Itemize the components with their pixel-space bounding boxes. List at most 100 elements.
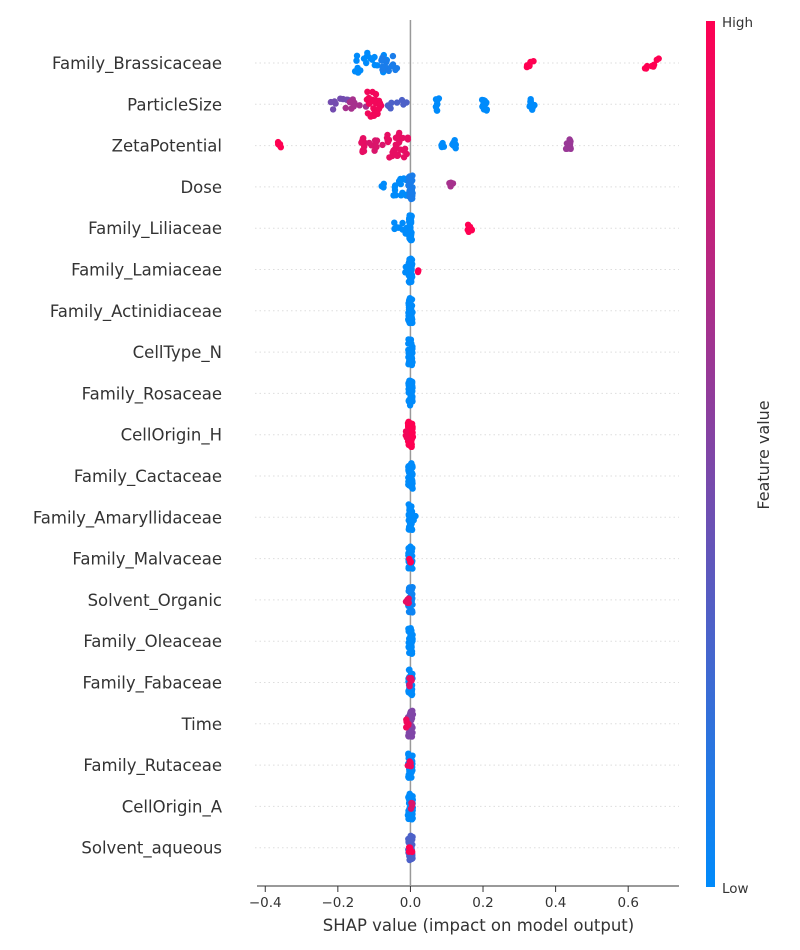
shap-point <box>407 792 414 799</box>
shap-point <box>331 98 338 105</box>
shap-point <box>359 148 366 156</box>
shap-point <box>339 95 347 103</box>
shap-point <box>406 234 414 241</box>
shap-point <box>409 319 416 327</box>
shap-point <box>432 103 440 110</box>
feature-label: Family_Actinidiaceae <box>50 302 222 322</box>
shap-point <box>387 105 394 112</box>
shap-point <box>397 192 405 199</box>
shap-point <box>405 751 412 758</box>
feature-label: Solvent_Organic <box>88 591 222 611</box>
x-axis: −0.4 −0.2 0.0 0.2 0.4 0.6 SHAP value (impact … <box>249 885 679 935</box>
feature-label: Family_Lamiaceae <box>71 261 222 281</box>
shap-point <box>388 99 395 107</box>
feature-label: ZetaPotential <box>112 137 222 156</box>
shap-point <box>399 226 406 233</box>
shap-point <box>406 299 414 306</box>
shap-point <box>409 471 416 478</box>
shap-point <box>406 675 413 682</box>
shap-point <box>408 607 416 614</box>
shap-point <box>405 350 412 357</box>
shap-point <box>465 228 472 235</box>
shap-point <box>365 100 373 107</box>
shap-point <box>395 139 403 146</box>
shap-point <box>407 732 415 739</box>
feature-label: Family_Fabaceae <box>82 674 222 694</box>
shap-point <box>648 62 655 70</box>
shap-point <box>409 189 416 197</box>
shap-point <box>414 268 422 276</box>
shap-point <box>397 180 404 188</box>
x-tick-label: 0.6 <box>617 895 638 911</box>
shap-point <box>402 428 410 435</box>
colorbar: High Low Feature value <box>706 15 773 897</box>
shap-point <box>406 360 414 368</box>
shap-point <box>392 150 399 157</box>
shap-point <box>407 760 414 767</box>
shap-point <box>407 227 414 234</box>
shap-point <box>408 484 416 491</box>
shap-point <box>408 443 415 450</box>
shap-point <box>384 138 392 146</box>
shap-point <box>403 716 410 723</box>
feature-label: CellType_N <box>133 343 222 363</box>
feature-label: Family_Liliaceae <box>88 219 222 239</box>
shap-point <box>399 219 406 227</box>
shap-point <box>446 180 453 187</box>
feature-label: CellOrigin_A <box>122 797 223 817</box>
shap-point <box>409 833 416 841</box>
shap-point <box>405 625 412 632</box>
shap-point <box>408 355 416 362</box>
shap-point <box>384 131 391 139</box>
shap-point <box>406 279 413 286</box>
x-ticks: −0.4 −0.2 0.0 0.2 0.4 0.6 <box>249 886 639 911</box>
shap-point <box>371 61 378 69</box>
feature-label: Family_Brassicaceae <box>52 54 222 74</box>
shap-point <box>409 800 416 807</box>
shap-point <box>406 584 413 591</box>
colorbar-low-label: Low <box>722 881 749 897</box>
shap-point <box>655 55 662 62</box>
shap-point <box>407 690 414 698</box>
shap-point <box>478 96 486 104</box>
shap-point <box>407 255 414 263</box>
shap-point <box>405 398 412 405</box>
feature-label: Family_Rosaceae <box>82 384 222 404</box>
shap-point <box>407 389 414 396</box>
x-tick-label: 0.2 <box>472 895 493 911</box>
x-tick-label: 0.0 <box>400 895 421 911</box>
shap-point <box>405 848 413 855</box>
shap-point <box>376 100 384 107</box>
x-tick-label: 0.4 <box>545 895 566 911</box>
shap-point <box>378 57 385 64</box>
colorbar-high-label: High <box>722 15 753 31</box>
shap-point <box>373 137 381 144</box>
x-tick-label: −0.4 <box>249 895 282 911</box>
shap-point <box>400 101 407 108</box>
shap-point <box>274 138 282 146</box>
shap-point <box>407 638 414 645</box>
shap-point <box>364 88 371 96</box>
x-tick-label: −0.2 <box>321 895 354 911</box>
feature-label: Time <box>181 715 222 734</box>
shap-point <box>379 141 386 149</box>
shap-point <box>366 139 373 147</box>
shap-point <box>400 154 408 161</box>
shap-point <box>348 105 355 112</box>
shap-point <box>351 68 359 75</box>
shap-point <box>411 513 418 520</box>
shap-point <box>364 49 371 57</box>
feature-label: CellOrigin_H <box>121 426 222 446</box>
shap-point <box>372 91 380 98</box>
shap-point <box>391 219 398 226</box>
shap-point <box>402 263 409 271</box>
shap-point <box>406 681 413 688</box>
shap-points <box>274 49 662 864</box>
row-gridlines <box>255 62 679 849</box>
shap-point <box>359 138 367 146</box>
shap-point <box>528 101 536 108</box>
shap-point <box>401 145 409 152</box>
shap-point <box>408 503 415 510</box>
shap-point <box>402 269 409 276</box>
